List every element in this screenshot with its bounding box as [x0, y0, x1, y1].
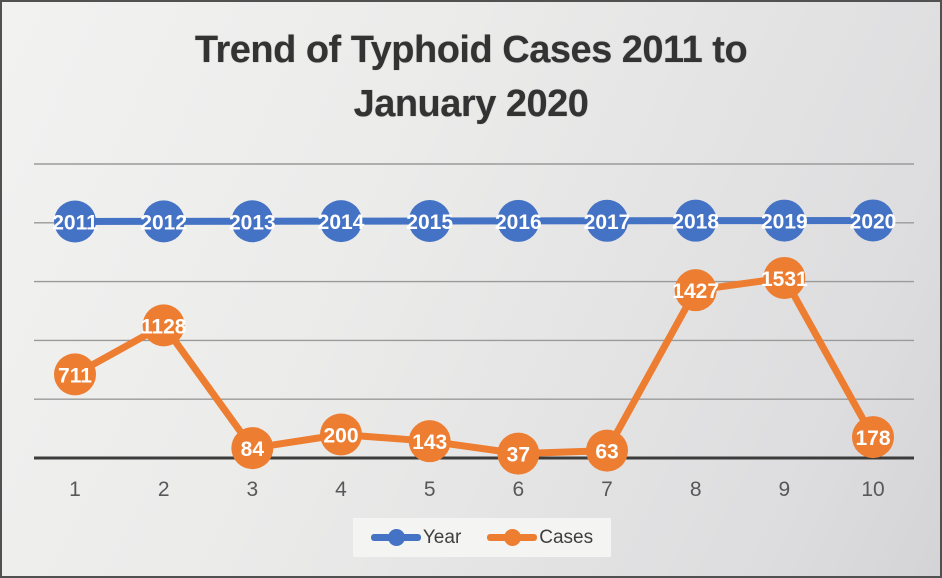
legend-item-cases: Cases	[487, 527, 593, 549]
cases-data-point-label: 1531	[761, 268, 808, 291]
x-axis-tick-label: 1	[69, 478, 81, 501]
x-axis-tick-label: 2	[158, 478, 170, 501]
legend-item-year: Year	[370, 526, 462, 549]
cases-data-point-marker	[320, 413, 362, 456]
year-data-point-label: 2013	[229, 211, 276, 234]
x-axis-tick-label: 3	[246, 478, 258, 501]
year-data-point-label: 2015	[406, 211, 453, 234]
cases-data-point-label: 63	[595, 441, 618, 464]
cases-data-point-label: 84	[241, 438, 265, 461]
cases-data-point-label: 178	[855, 427, 890, 450]
cases-data-point-marker	[142, 304, 185, 347]
year-data-point-label: 2018	[672, 211, 719, 234]
x-axis-tick-label: 5	[424, 478, 436, 501]
cases-data-point-marker	[763, 256, 806, 299]
x-axis-tick-label: 10	[861, 478, 884, 501]
cases-series-dot-icon	[504, 529, 522, 546]
year-series-dot-icon	[387, 529, 405, 546]
year-data-point-marker	[231, 200, 274, 243]
cases-data-point-marker	[586, 429, 628, 472]
cases-data-point-label: 143	[412, 431, 447, 454]
x-axis-tick-label: 4	[335, 478, 347, 501]
cases-data-point-marker	[54, 353, 96, 396]
x-axis-tick-label: 6	[512, 478, 524, 501]
cases-data-point-marker	[852, 416, 894, 459]
year-data-point-marker	[142, 200, 185, 243]
legend-label-cases: Cases	[539, 526, 594, 548]
year-data-point-label: 2011	[52, 212, 98, 235]
cases-data-point-label: 37	[507, 444, 530, 467]
year-series-marker-icon	[370, 529, 421, 546]
chart-legend: Year Cases	[353, 518, 611, 557]
chart-title: Trend of Typhoid Cases 2011 to January 2…	[2, 24, 940, 132]
year-data-point-label: 2016	[495, 211, 542, 234]
year-data-point-label: 2014	[318, 211, 365, 234]
year-data-point-label: 2017	[584, 211, 631, 234]
cases-series-marker-icon	[487, 529, 538, 546]
year-series-line	[71, 216, 877, 226]
year-data-point-marker	[852, 199, 894, 242]
chart-title-line-1: Trend of Typhoid Cases 2011 to	[194, 29, 748, 71]
cases-series-line	[71, 274, 877, 458]
cases-data-point-marker	[674, 269, 717, 312]
year-data-point-marker	[674, 199, 717, 242]
year-data-point-marker	[54, 200, 96, 243]
x-axis-tick-label: 8	[690, 478, 702, 501]
cases-data-point-marker	[497, 432, 540, 475]
year-data-point-marker	[763, 199, 806, 242]
x-axis-tick-label: 9	[778, 478, 790, 501]
cases-data-point-label: 200	[323, 424, 358, 447]
year-data-point-label: 2020	[850, 210, 897, 233]
year-data-point-label: 2019	[761, 211, 808, 234]
legend-label-year: Year	[422, 526, 462, 548]
cases-data-point-label: 1128	[141, 315, 187, 338]
x-axis-tick-label: 7	[601, 478, 613, 501]
year-data-point-marker	[320, 200, 362, 243]
year-data-point-label: 2012	[140, 211, 187, 234]
cases-data-point-label: 1427	[672, 280, 719, 303]
year-data-point-marker	[497, 199, 540, 242]
cases-data-point-marker	[408, 420, 451, 463]
year-data-point-marker	[408, 200, 451, 243]
year-data-point-marker	[586, 199, 628, 242]
cases-data-point-label: 711	[58, 364, 92, 387]
cases-data-point-marker	[231, 427, 274, 470]
chart-title-line-2: January 2020	[353, 82, 589, 125]
